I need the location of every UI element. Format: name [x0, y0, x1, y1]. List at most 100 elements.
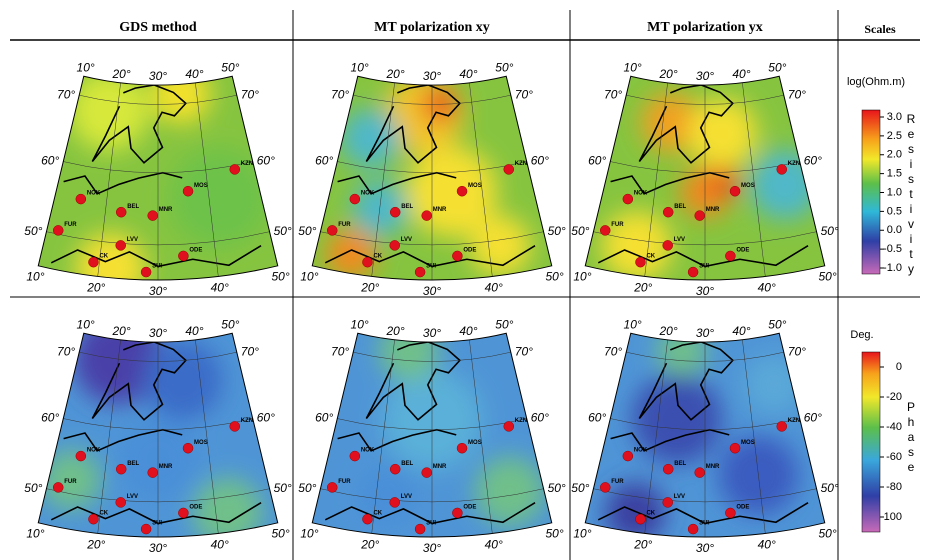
- parallel-label: 60°: [588, 411, 606, 425]
- station-dot: [350, 451, 360, 461]
- parallel-label: 70°: [604, 344, 622, 358]
- meridian-label: 50°: [495, 61, 513, 75]
- colorbar-tick-label: 2.5: [887, 130, 902, 142]
- colorbar-tick-label: 3.0: [887, 111, 902, 123]
- parallel-label: 50°: [571, 481, 589, 495]
- station-dot: [390, 464, 400, 474]
- meridian-label: 10°: [300, 270, 318, 284]
- station-dot: [141, 524, 151, 534]
- station-dot: [76, 451, 86, 461]
- meridian-label: 10°: [300, 527, 318, 541]
- station-dot: [350, 194, 360, 204]
- meridian-label: 50°: [221, 61, 239, 75]
- meridian-label: 30°: [696, 326, 714, 340]
- parallel-label: 70°: [788, 344, 806, 358]
- parallel-label: 60°: [257, 154, 275, 168]
- station-dot: [623, 451, 633, 461]
- station-label: MNR: [433, 464, 447, 470]
- meridian-label: 50°: [271, 270, 289, 284]
- parallel-label: 50°: [274, 481, 292, 495]
- station-label: CK: [99, 254, 108, 260]
- station-dot: [422, 468, 432, 478]
- meridian-label: 40°: [185, 67, 203, 81]
- meridian-label: 40°: [211, 281, 229, 295]
- station-label: FUR: [64, 479, 77, 485]
- station-label: KZN: [241, 161, 253, 167]
- station-dot: [504, 421, 514, 431]
- map-shade: [143, 340, 223, 420]
- station-dot: [623, 194, 633, 204]
- parallel-label: 50°: [548, 224, 566, 238]
- meridian-label: 30°: [149, 284, 167, 298]
- station-dot: [230, 421, 240, 431]
- station-label: CK: [99, 511, 108, 517]
- meridian-label: 50°: [545, 527, 563, 541]
- station-dot: [457, 186, 467, 196]
- map-panel: [585, 76, 825, 281]
- colorbar-tick-label: -40: [886, 421, 902, 433]
- colorbar-tick-label: 1.0: [887, 186, 902, 198]
- station-label: LVV: [674, 494, 685, 500]
- station-label: SUI: [426, 521, 436, 527]
- meridian-label: 40°: [758, 281, 776, 295]
- station-label: MOS: [194, 183, 208, 189]
- colorbar-tick-label: 0: [896, 361, 902, 373]
- station-dot: [452, 251, 462, 261]
- parallel-label: 70°: [241, 87, 259, 101]
- meridian-label: 50°: [495, 318, 513, 332]
- station-label: BEL: [674, 461, 686, 467]
- meridian-label: 10°: [26, 527, 44, 541]
- station-dot: [141, 267, 151, 277]
- meridian-label: 40°: [459, 324, 477, 338]
- meridian-label: 20°: [633, 281, 652, 295]
- station-label: NOK: [634, 448, 648, 454]
- station-label: FUR: [338, 479, 351, 485]
- parallel-label: 60°: [531, 154, 549, 168]
- station-label: MOS: [468, 183, 482, 189]
- meridian-label: 30°: [149, 326, 167, 340]
- parallel-label: 70°: [57, 344, 75, 358]
- parallel-label: 50°: [548, 481, 566, 495]
- column-title: Scales: [864, 22, 896, 36]
- parallel-label: 50°: [24, 224, 42, 238]
- parallel-label: 50°: [298, 481, 316, 495]
- station-label: ODE: [463, 505, 476, 511]
- scale-name: Phase: [905, 400, 917, 475]
- station-dot: [116, 464, 126, 474]
- station-label: MOS: [741, 183, 755, 189]
- parallel-label: 70°: [331, 344, 349, 358]
- meridian-label: 30°: [423, 69, 441, 83]
- meridian-label: 10°: [77, 61, 95, 75]
- map-shade: [340, 108, 400, 168]
- station-dot: [663, 207, 673, 217]
- parallel-label: 50°: [821, 224, 839, 238]
- station-dot: [362, 514, 372, 524]
- scale-name: Resistivity: [905, 112, 917, 277]
- parallel-label: 70°: [515, 87, 533, 101]
- station-dot: [183, 443, 193, 453]
- station-label: BEL: [127, 461, 139, 467]
- station-label: LVV: [401, 237, 412, 243]
- station-label: SUI: [152, 521, 162, 527]
- meridian-label: 10°: [351, 61, 369, 75]
- meridian-label: 10°: [77, 318, 95, 332]
- parallel-label: 70°: [604, 87, 622, 101]
- station-label: ODE: [189, 505, 202, 511]
- parallel-label: 60°: [41, 154, 59, 168]
- colorbar: [862, 110, 880, 274]
- station-label: NOK: [361, 448, 375, 454]
- meridian-label: 20°: [86, 538, 105, 552]
- station-label: KZN: [788, 418, 800, 424]
- station-label: ODE: [736, 248, 749, 254]
- station-dot: [88, 257, 98, 267]
- map-shade: [169, 148, 269, 248]
- colorbar-tick-label: 0.0: [887, 224, 902, 236]
- station-dot: [390, 240, 400, 250]
- meridian-label: 30°: [696, 69, 714, 83]
- map-shade: [475, 457, 545, 527]
- station-dot: [390, 207, 400, 217]
- station-label: BEL: [401, 204, 413, 210]
- station-label: LVV: [127, 237, 138, 243]
- station-dot: [730, 443, 740, 453]
- station-dot: [53, 225, 63, 235]
